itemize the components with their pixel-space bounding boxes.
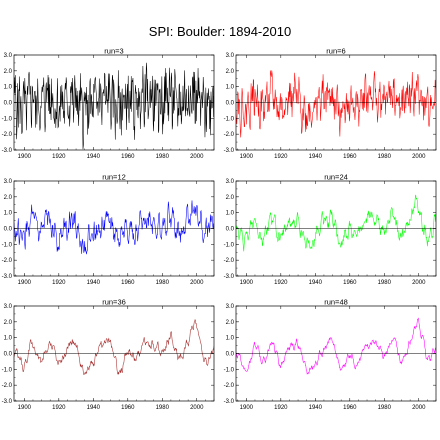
x-tick-label: 1960 [121,154,135,160]
x-tick-label: 2000 [190,405,204,411]
y-tick-label: 3.0 [226,179,235,185]
x-tick-label: 1980 [378,280,392,286]
y-tick-label: 0.0 [4,227,13,233]
y-tick-label: -2.0 [224,258,235,264]
x-tick-label: 1960 [121,405,135,411]
y-tick-label: -1.0 [224,242,235,248]
x-tick-label: 1900 [18,280,32,286]
panel-2: run=6 3.0 2.0 1.0 0.0 -1.0 -2.0 -3.0 1900 1920 194… [224,47,437,160]
panel-title: run=36 [102,298,126,307]
y-tick-label: -1.0 [224,116,235,122]
panel-title: run=24 [324,173,348,182]
x-tick-label: 1960 [343,280,357,286]
spi-series-line [14,62,214,150]
x-tick-label: 1980 [156,280,170,286]
y-tick-label: 0.0 [4,352,13,358]
x-tick-label: 1940 [87,154,101,160]
x-tick-label: 2000 [190,154,204,160]
y-tick-label: -2.0 [224,132,235,138]
x-tick-label: 1940 [87,405,101,411]
y-tick-label: 1.0 [226,85,235,91]
y-tick-label: 3.0 [226,304,235,310]
x-tick-label: 1900 [240,280,254,286]
x-tick-label: 1980 [156,405,170,411]
x-tick-label: 1960 [343,154,357,160]
panel-1: run=3 3.0 2.0 1.0 0.0 -1.0 -2.0 -3.0 1900 1920 194… [2,47,215,160]
x-tick-label: 1940 [87,280,101,286]
y-tick-label: 3.0 [4,179,13,185]
panel-title: run=6 [326,47,345,56]
y-tick-label: 2.0 [4,320,13,326]
y-tick-label: 0.0 [226,352,235,358]
x-tick-label: 1900 [240,154,254,160]
y-tick-label: -3.0 [2,274,13,280]
y-tick-label: -2.0 [2,383,13,389]
x-tick-label: 1900 [240,405,254,411]
panel-3: run=12 3.0 2.0 1.0 0.0 -1.0 -2.0 -3.0 1900 1920 19… [2,173,215,286]
panel-title: run=48 [324,298,348,307]
y-tick-label: -3.0 [2,399,13,405]
x-tick-label: 1940 [309,280,323,286]
y-tick-label: -1.0 [2,367,13,373]
panel-5: run=36 3.0 2.0 1.0 0.0 -1.0 -2.0 -3.0 1900 1920 19… [2,298,215,411]
y-tick-label: -2.0 [2,258,13,264]
panel-4: run=24 3.0 2.0 1.0 0.0 -1.0 -2.0 -3.0 1900 1920 19… [224,173,437,286]
figure-title: SPI: Boulder: 1894-2010 [148,24,292,39]
y-tick-label: 0.0 [226,101,235,107]
y-tick-label: 1.0 [226,336,235,342]
y-tick-label: -3.0 [224,274,235,280]
panel-title: run=3 [104,47,123,56]
y-tick-label: -2.0 [2,132,13,138]
x-tick-label: 1940 [309,405,323,411]
x-tick-label: 2000 [190,280,204,286]
y-tick-label: -1.0 [2,242,13,248]
y-tick-label: 2.0 [4,69,13,75]
y-tick-label: 2.0 [226,69,235,75]
spi-series-line [14,200,214,255]
y-tick-label: 0.0 [4,101,13,107]
panel-6: run=48 3.0 2.0 1.0 0.0 -1.0 -2.0 -3.0 1900 1920 19… [224,298,437,411]
x-tick-label: 2000 [412,405,426,411]
y-tick-label: -3.0 [224,399,235,405]
x-tick-label: 1980 [378,405,392,411]
x-tick-label: 1940 [309,154,323,160]
x-tick-label: 1900 [18,154,32,160]
y-tick-label: -1.0 [2,116,13,122]
y-tick-label: -3.0 [224,148,235,154]
x-tick-label: 2000 [412,280,426,286]
x-tick-label: 1920 [52,154,66,160]
y-tick-label: 2.0 [226,320,235,326]
y-tick-label: 1.0 [4,85,13,91]
spi-series-line [236,194,436,252]
y-tick-label: -3.0 [2,148,13,154]
panel-title: run=12 [102,173,126,182]
x-tick-label: 1960 [343,405,357,411]
x-tick-label: 1960 [121,280,135,286]
x-tick-label: 1920 [274,154,288,160]
x-tick-label: 1920 [52,405,66,411]
y-tick-label: -1.0 [224,367,235,373]
y-tick-label: 2.0 [226,195,235,201]
y-tick-label: 1.0 [4,211,13,217]
x-tick-label: 1980 [378,154,392,160]
y-tick-label: 1.0 [226,211,235,217]
x-tick-label: 1920 [274,280,288,286]
x-tick-label: 1900 [18,405,32,411]
x-tick-label: 1980 [156,154,170,160]
x-tick-label: 1920 [274,405,288,411]
x-tick-label: 2000 [412,154,426,160]
spi-series-line [236,317,436,375]
spi-series-line [14,319,214,375]
spi-series-line [236,70,436,138]
y-tick-label: 3.0 [4,53,13,59]
y-tick-label: 3.0 [4,304,13,310]
y-tick-label: 2.0 [4,195,13,201]
x-tick-label: 1920 [52,280,66,286]
y-tick-label: 0.0 [226,227,235,233]
y-tick-label: 1.0 [4,336,13,342]
y-tick-label: 3.0 [226,53,235,59]
y-tick-label: -2.0 [224,383,235,389]
